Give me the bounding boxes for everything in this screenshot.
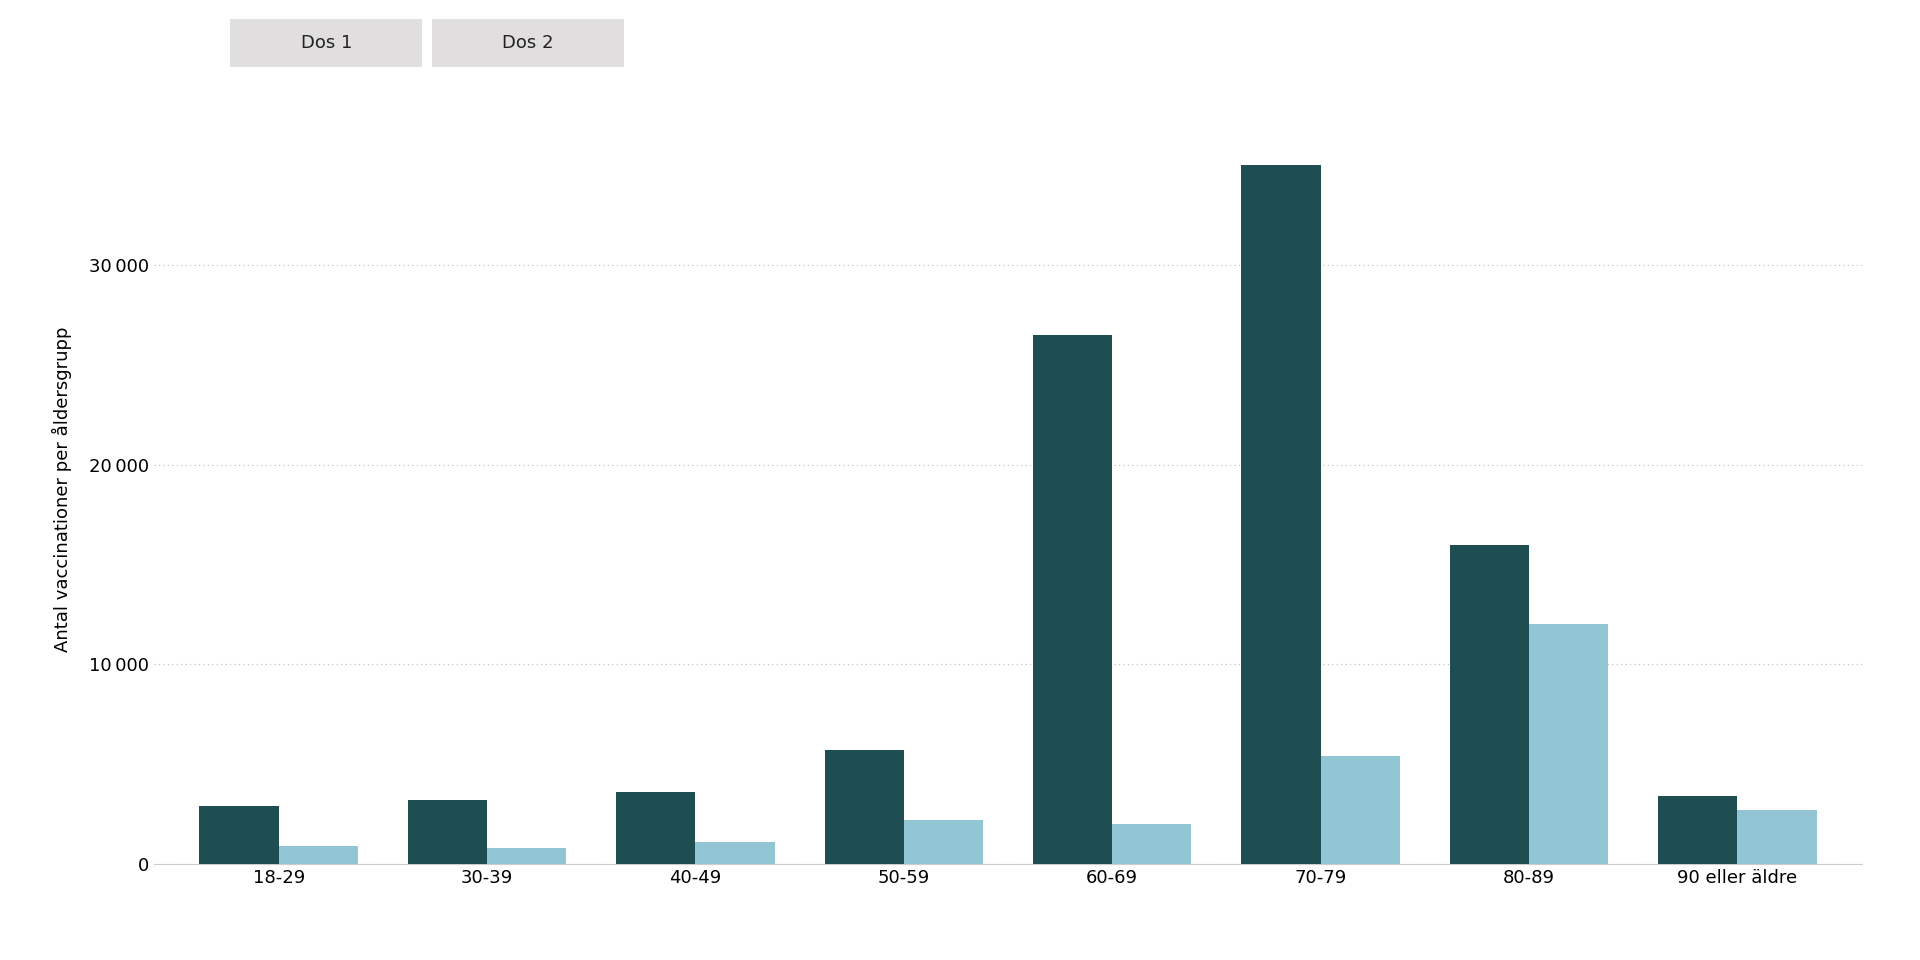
Bar [1528,624,1609,864]
Bar [278,846,357,864]
Bar [1321,756,1400,864]
Bar [1033,335,1112,864]
Bar [616,792,695,864]
Bar [1738,810,1816,864]
Text: Dos 2: Dos 2 [503,35,553,52]
Text: Dos 1: Dos 1 [301,35,351,52]
Bar [824,750,904,864]
Bar [1659,796,1738,864]
Bar [1242,165,1321,864]
Bar [695,842,774,864]
Bar [904,820,983,864]
Y-axis label: Antal vaccinationer per åldersgrupp: Antal vaccinationer per åldersgrupp [52,326,71,653]
Bar [1112,824,1192,864]
Bar [1450,544,1528,864]
Bar [200,806,278,864]
Bar [488,848,566,864]
Bar [407,800,488,864]
